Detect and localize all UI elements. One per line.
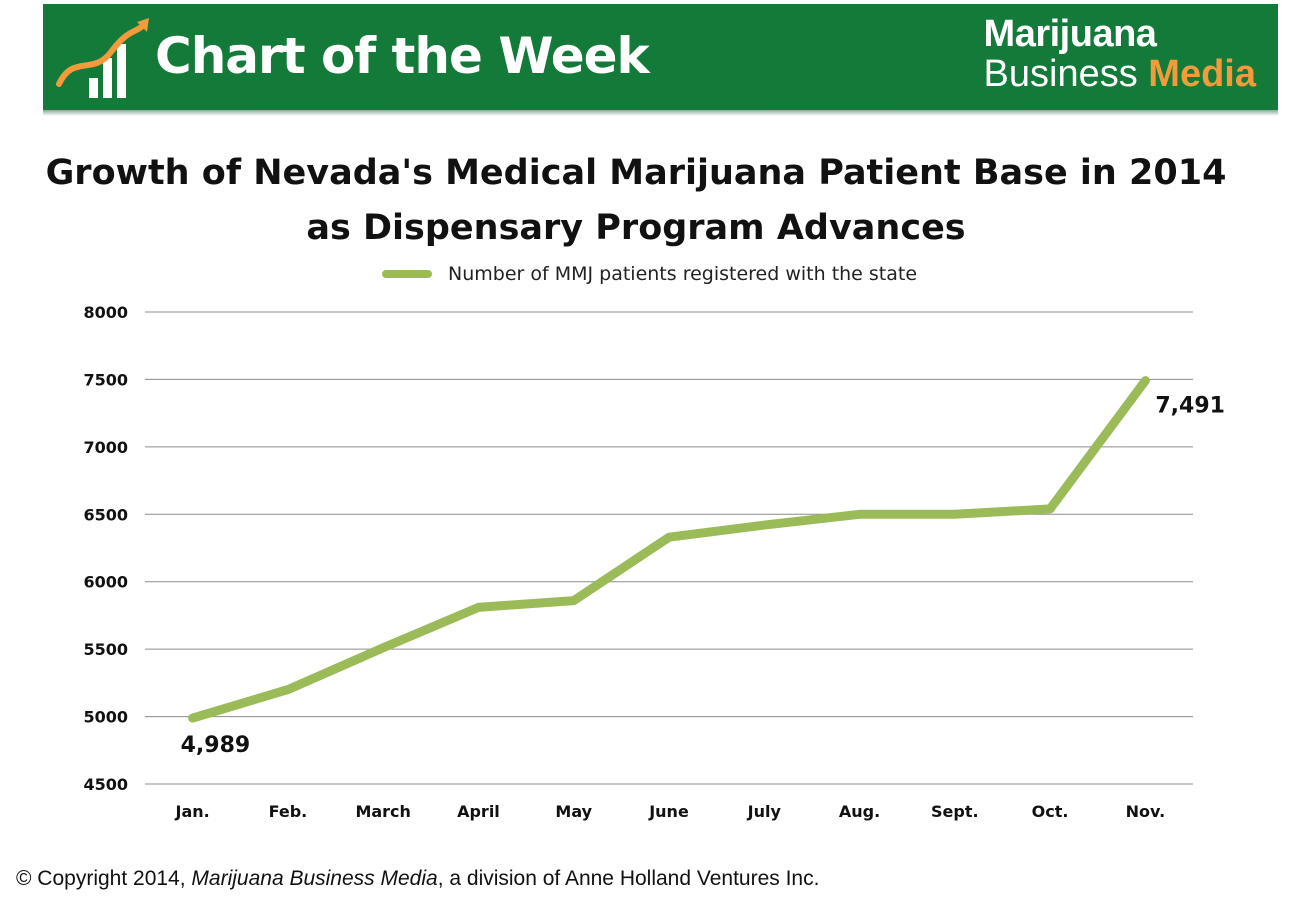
y-tick-label: 7000 <box>83 438 128 457</box>
x-tick-label: Aug. <box>839 802 880 821</box>
y-tick-label: 5500 <box>83 640 128 659</box>
data-point <box>382 646 385 649</box>
data-point <box>286 688 289 691</box>
y-tick-label: 7500 <box>83 370 128 389</box>
data-point <box>1049 507 1052 510</box>
y-tick-label: 8000 <box>83 303 128 322</box>
legend-swatch <box>382 270 432 278</box>
data-point <box>668 536 670 539</box>
legend-label: Number of MMJ patients registered with t… <box>448 263 918 285</box>
brand-business: Business <box>983 53 1149 95</box>
chart-title-line2: as Dispensary Program Advances <box>306 208 966 248</box>
x-tick-label: Nov. <box>1126 802 1166 821</box>
data-point <box>763 524 766 527</box>
y-tick-label: 4500 <box>83 775 128 794</box>
data-point <box>477 606 480 609</box>
banner: Chart of the Week Marijuana Business Med… <box>43 4 1278 110</box>
x-tick-label: Jan. <box>175 802 210 821</box>
y-tick-label: 5000 <box>83 708 128 727</box>
banner-title: Chart of the Week <box>155 27 650 85</box>
x-tick-label: June <box>648 802 689 821</box>
brand-media: Media <box>1148 53 1256 95</box>
banner-shadow <box>43 110 1278 116</box>
y-tick-label: 6000 <box>83 573 128 592</box>
copyright-suffix: , a division of Anne Holland Ventures In… <box>437 867 820 890</box>
x-tick-label: July <box>747 802 782 821</box>
y-tick-label: 6500 <box>83 505 128 524</box>
copyright-prefix: © Copyright 2014, <box>16 867 192 890</box>
data-label: 4,989 <box>181 733 251 758</box>
data-label: 7,491 <box>1155 394 1225 419</box>
data-point <box>1144 379 1147 382</box>
data-point <box>572 599 575 602</box>
legend: Number of MMJ patients registered with t… <box>382 262 917 286</box>
series-line <box>188 376 1150 723</box>
copyright-publisher: Marijuana Business Media <box>191 867 438 890</box>
x-tick-label: Oct. <box>1032 802 1069 821</box>
brand-line1: Marijuana <box>983 13 1157 55</box>
x-tick-label: April <box>457 802 500 821</box>
data-point <box>191 717 194 720</box>
data-point <box>953 513 956 516</box>
x-tick-label: May <box>555 802 592 821</box>
chart-title-line1: Growth of Nevada's Medical Marijuana Pat… <box>45 153 1227 193</box>
chart-title: Growth of Nevada's Medical Marijuana Pat… <box>0 146 1272 256</box>
x-tick-label: Sept. <box>931 802 979 821</box>
x-tick-label: Feb. <box>269 802 308 821</box>
brand-line2: Business Media <box>984 54 1256 94</box>
x-tick-label: March <box>355 802 410 821</box>
data-point <box>858 513 861 516</box>
brand-logo: Marijuana Business Media <box>984 14 1256 94</box>
chart-growth-icon <box>56 18 149 98</box>
copyright-footer: © Copyright 2014, Marijuana Business Med… <box>16 867 819 891</box>
